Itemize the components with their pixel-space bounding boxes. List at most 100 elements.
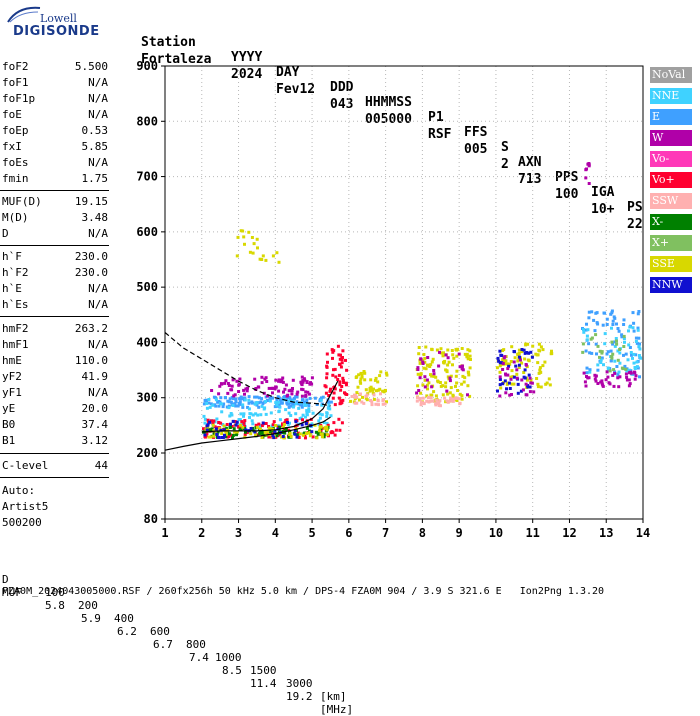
echo-point [277, 260, 281, 264]
echo-point [457, 352, 461, 356]
echo-point [205, 402, 209, 405]
echo-point [616, 349, 620, 353]
echo-point [584, 349, 588, 353]
header-row1: Station YYYY DAY DDD HHMMSS P1 FFS S AXN… [141, 20, 643, 215]
echo-point [466, 348, 470, 352]
echo-point [445, 389, 449, 393]
echo-point [275, 251, 279, 255]
echo-point [426, 396, 430, 400]
echo-point [590, 351, 594, 355]
echo-point [418, 376, 422, 380]
echo-point [589, 337, 593, 341]
echo-point [260, 436, 264, 439]
echo-point [242, 414, 245, 418]
echo-point [369, 387, 373, 390]
echo-point [231, 419, 235, 423]
param-name: yF2 [2, 370, 22, 383]
echo-point [271, 396, 274, 400]
x-tick-label: 10 [489, 526, 503, 540]
echo-point [432, 374, 436, 378]
echo-point [539, 345, 543, 349]
chart-traces [164, 332, 339, 451]
autoscaling-name: Artist5 [2, 500, 49, 513]
legend-item-x: X+ [650, 235, 692, 251]
echo-point [442, 351, 445, 355]
echo-point [332, 391, 336, 395]
echo-point [585, 322, 588, 326]
echo-point [308, 434, 312, 438]
echo-point [435, 348, 439, 352]
echo-point [522, 348, 526, 352]
echo-point [468, 394, 472, 398]
echo-point [585, 366, 589, 370]
echo-point [271, 423, 275, 427]
x-tick-label: 12 [562, 526, 576, 540]
echo-point [319, 398, 323, 402]
echo-point [218, 384, 222, 388]
echo-point [515, 368, 519, 372]
echo-point [309, 381, 312, 385]
echo-point [323, 426, 327, 430]
echo-point [495, 366, 499, 370]
echo-point [246, 386, 249, 390]
echo-point [448, 391, 452, 395]
x-axis-ticks: 1 2 3 4 5 6 7 8 9 10 11 12 13 14 [161, 519, 650, 540]
echo-point [419, 391, 423, 395]
echo-point [304, 432, 308, 435]
param-row-foe: foE N/A [2, 107, 108, 123]
autoscaling-version: 500200 [2, 516, 42, 529]
footer-d-value: 400 [114, 612, 134, 625]
echo-point [292, 402, 296, 406]
echo-point [339, 353, 342, 357]
echo-point [243, 392, 246, 396]
echo-point [333, 433, 337, 437]
echo-point [306, 390, 310, 394]
param-value: 110.0 [74, 354, 108, 367]
echo-point [455, 396, 459, 400]
echo-point [230, 384, 234, 388]
echo-point [211, 403, 215, 407]
echo-point [345, 368, 349, 372]
param-row-hes: h`Es N/A [2, 297, 108, 313]
param-name: hmF2 [2, 322, 29, 335]
legend-item-vo: Vo- [650, 151, 692, 167]
echo-point [331, 356, 334, 360]
param-row-hf2: h`F2 230.0 [2, 265, 108, 281]
echo-point [215, 432, 219, 436]
echo-point [622, 323, 626, 326]
echo-point [207, 435, 211, 439]
echo-point [209, 429, 213, 433]
echo-point [431, 399, 435, 403]
echo-point [330, 348, 334, 352]
echo-point [230, 388, 234, 392]
hdr-hhmmss-value: 005000 [365, 112, 412, 127]
echo-point [456, 389, 460, 392]
echo-point [598, 349, 602, 353]
param-value: N/A [88, 227, 108, 240]
echo-point [418, 361, 422, 365]
echo-point [606, 375, 610, 379]
param-value: N/A [88, 92, 108, 105]
echo-point [304, 390, 308, 394]
echo-point [372, 387, 375, 391]
echo-point [220, 382, 224, 386]
echo-point [203, 417, 207, 421]
echo-point [211, 423, 215, 427]
echo-point [624, 367, 628, 371]
echo-point [307, 392, 311, 396]
echo-point [263, 377, 267, 381]
echo-point [499, 362, 503, 366]
echo-point [226, 399, 230, 403]
echo-point [498, 378, 502, 381]
echo-point [606, 366, 610, 370]
echo-point [381, 402, 385, 406]
echo-point [320, 413, 324, 417]
echo-point [212, 419, 216, 423]
echo-point [423, 375, 427, 379]
echo-point [281, 435, 285, 438]
echo-point [213, 425, 217, 429]
echo-point [304, 422, 308, 426]
echo-point [217, 404, 221, 408]
echo-point [315, 403, 319, 406]
echo-point [584, 384, 588, 388]
